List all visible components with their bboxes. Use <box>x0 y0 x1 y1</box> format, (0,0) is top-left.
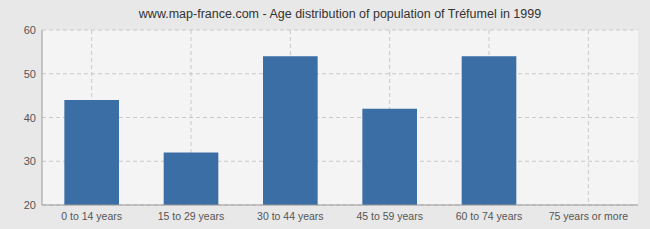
x-tick-label: 45 to 59 years <box>356 210 423 222</box>
y-axis-line <box>42 30 43 205</box>
y-tick-label: 20 <box>24 199 36 211</box>
bar <box>64 100 119 205</box>
y-tick-label: 40 <box>24 112 36 124</box>
plot-background <box>42 30 638 205</box>
x-axis-line <box>42 205 638 206</box>
x-tick-label: 75 years or more <box>549 210 629 222</box>
grid-line-y <box>42 30 638 31</box>
y-tick-label: 60 <box>24 24 36 36</box>
bar <box>362 109 417 205</box>
grid-line-x <box>588 30 589 205</box>
grid-line-y <box>42 161 638 162</box>
y-tick-label: 30 <box>24 155 36 167</box>
x-tick-label: 30 to 44 years <box>257 210 324 222</box>
grid-line-y <box>42 117 638 118</box>
x-tick-label: 15 to 29 years <box>158 210 225 222</box>
x-tick-label: 0 to 14 years <box>61 210 122 222</box>
chart-svg: 20 30 40 50 60 0 to 14 years 15 to 29 years 30 … <box>0 0 650 229</box>
chart-container: 20 30 40 50 60 0 to 14 years 15 to 29 years 30 … <box>0 0 650 229</box>
grid-line-y <box>42 205 638 206</box>
bars <box>64 56 516 205</box>
chart-title: www.map-france.com - Age distribution of… <box>138 7 541 21</box>
bar <box>164 153 219 206</box>
y-tick-label: 50 <box>24 68 36 80</box>
bar <box>263 56 318 205</box>
grid-line-y <box>42 73 638 74</box>
x-tick-label: 60 to 74 years <box>456 210 523 222</box>
bar <box>462 56 517 205</box>
